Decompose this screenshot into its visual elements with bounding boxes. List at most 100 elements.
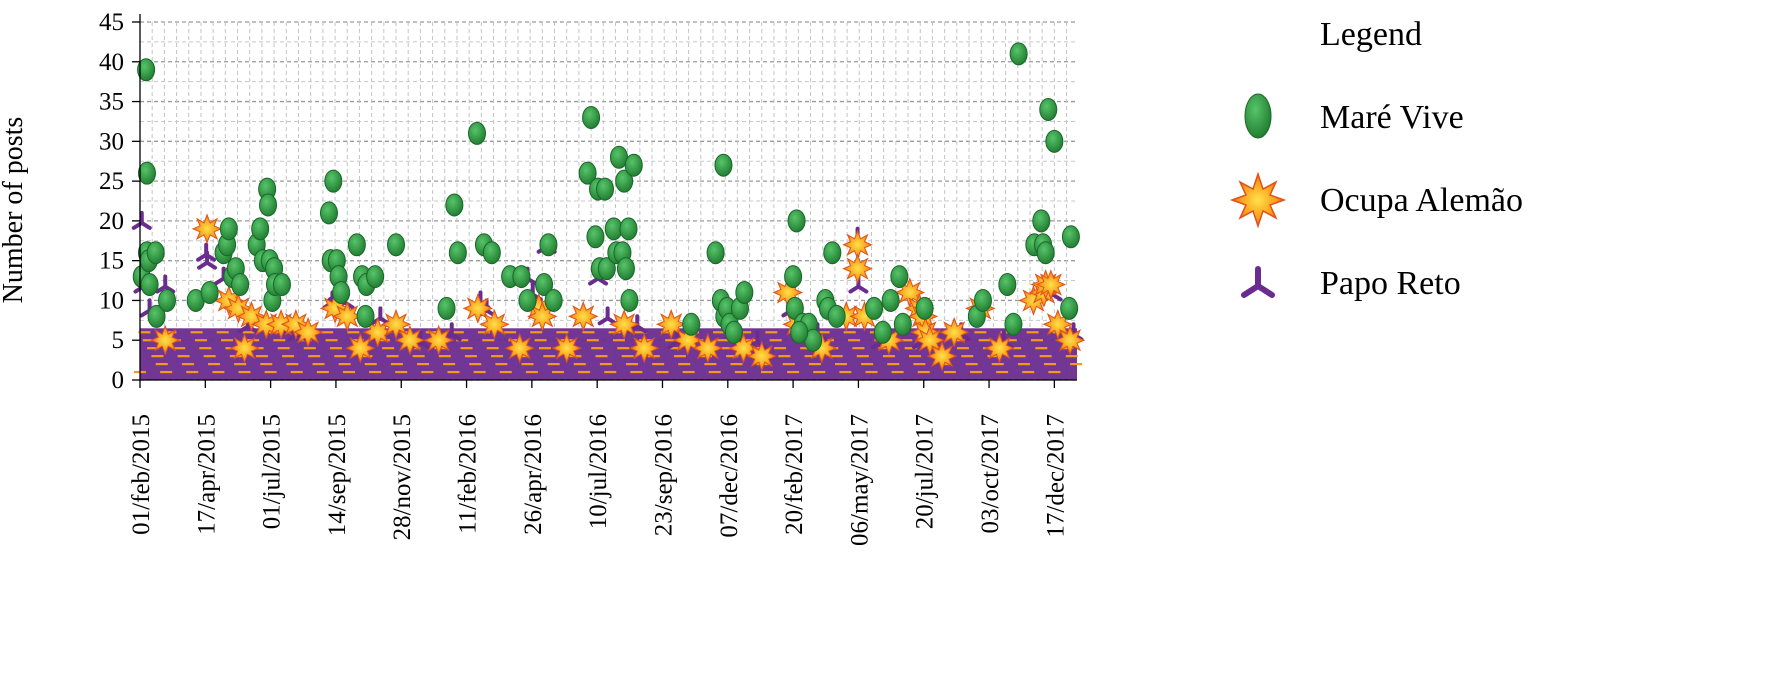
data-point (259, 193, 278, 217)
x-tick-label: 03/oct/2017 (977, 414, 1004, 533)
data-point (157, 288, 176, 312)
data-point (424, 325, 454, 355)
data-point (395, 325, 425, 355)
data-point (823, 241, 842, 265)
data-point (998, 273, 1017, 297)
data-point (609, 309, 639, 339)
series-0 (132, 42, 1080, 352)
x-tick-label: 11/feb/2016 (455, 414, 482, 534)
data-point (616, 257, 635, 281)
data-point (890, 265, 909, 289)
data-point (620, 288, 639, 312)
series-layer (131, 42, 1085, 371)
data-point (445, 193, 464, 217)
data-point (272, 273, 291, 297)
y-tick-label: 45 (99, 9, 124, 36)
data-point (370, 306, 391, 326)
data-point (693, 333, 723, 363)
data-point (787, 209, 806, 233)
data-point (319, 201, 338, 225)
data-point (1060, 296, 1079, 320)
x-tick-label: 06/may/2017 (846, 414, 873, 546)
data-point (724, 320, 743, 344)
x-tick-label: 07/dec/2016 (716, 414, 743, 538)
data-point (973, 288, 992, 312)
x-tick-label: 14/sep/2015 (324, 414, 351, 536)
data-point (586, 225, 605, 249)
data-point (881, 288, 900, 312)
legend: Legend Maré Vive Ocupa Alemão Papo Reto (1231, 16, 1523, 302)
data-point (1045, 129, 1064, 153)
data-point (827, 304, 846, 328)
data-point (437, 296, 456, 320)
legend-item-mare-vive: Maré Vive (1244, 93, 1464, 139)
x-tick-label: 17/dec/2017 (1042, 414, 1069, 538)
y-tick-label: 35 (99, 89, 124, 116)
data-point (893, 312, 912, 336)
data-point (747, 341, 777, 371)
x-tick-label: 01/feb/2015 (128, 414, 155, 535)
data-point (784, 265, 803, 289)
data-point (568, 301, 598, 331)
data-point (1055, 325, 1085, 355)
legend-label-mare-vive: Maré Vive (1320, 99, 1464, 136)
x-tick-label: 20/feb/2017 (781, 414, 808, 535)
data-point (347, 233, 366, 257)
data-point (735, 280, 754, 304)
data-point (356, 304, 375, 328)
y-tick-label: 15 (99, 248, 124, 275)
data-point (596, 177, 615, 201)
data-point (448, 241, 467, 265)
y-tick-label: 5 (112, 327, 125, 354)
legend-label-papo-reto: Papo Reto (1320, 265, 1461, 302)
data-point (251, 217, 270, 241)
data-point (219, 217, 238, 241)
data-point (790, 320, 809, 344)
y-tick-labels: 0 5 10 15 20 25 30 35 40 45 (99, 9, 124, 394)
x-tick-label: 20/jul/2017 (912, 414, 939, 529)
data-point (345, 333, 375, 363)
y-tick-label: 25 (99, 168, 124, 195)
data-point (597, 306, 618, 326)
data-point (518, 288, 537, 312)
y-tick-label: 40 (99, 49, 124, 76)
data-point (468, 121, 487, 145)
data-point (984, 333, 1014, 363)
ellipse-marker-icon (1244, 93, 1272, 139)
data-point (1061, 225, 1080, 249)
data-point (229, 333, 259, 363)
data-point (1039, 98, 1058, 122)
data-point (200, 280, 219, 304)
data-point (479, 309, 509, 339)
data-point (1009, 42, 1028, 66)
data-point (582, 105, 601, 129)
axes (132, 14, 1077, 388)
data-point (482, 241, 501, 265)
data-point (915, 296, 934, 320)
x-tick-label: 23/sep/2016 (650, 414, 677, 536)
data-point (324, 169, 343, 193)
data-point (714, 153, 733, 177)
data-point (629, 333, 659, 363)
data-point (150, 325, 180, 355)
x-tick-label: 28/nov/2015 (389, 414, 416, 540)
legend-item-papo-reto: Papo Reto (1244, 265, 1461, 302)
data-point (1036, 241, 1055, 265)
x-tick-label: 26/apr/2016 (520, 414, 547, 535)
data-point (624, 153, 643, 177)
data-point (552, 333, 582, 363)
legend-title: Legend (1320, 16, 1422, 53)
grid-lines (139, 21, 1077, 381)
data-point (843, 254, 873, 284)
data-point (293, 317, 323, 347)
data-point (231, 273, 250, 297)
y-tick-label: 30 (99, 128, 124, 155)
data-point (137, 161, 156, 185)
data-point (332, 280, 351, 304)
data-point (619, 217, 638, 241)
y-tick-label: 0 (112, 367, 125, 394)
y-tick-label: 10 (99, 287, 124, 314)
data-point (873, 320, 892, 344)
data-point (146, 241, 165, 265)
